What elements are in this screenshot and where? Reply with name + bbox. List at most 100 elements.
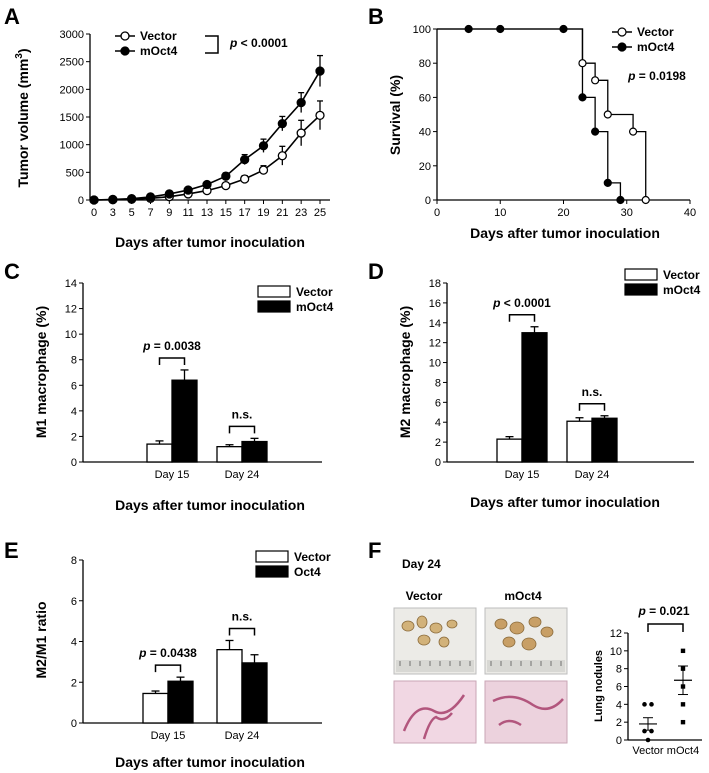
p-value-annotation-p: p <box>492 296 500 310</box>
legend-label: mOct4 <box>637 40 675 54</box>
data-point-vector <box>642 728 647 734</box>
y-tick-label: 100 <box>413 24 431 36</box>
chart-a-tumor-volume: 0 500 1000 1500 2000 2500 3000 0 3 5 7 9 11 13 15 17 19 2… <box>14 29 330 250</box>
legend-marker <box>120 46 130 56</box>
bar-oct4 <box>167 680 194 724</box>
data-point-vector <box>277 151 287 161</box>
p-value-annotation-p: p <box>229 36 237 50</box>
x-tick-label: 3 <box>110 207 116 219</box>
lung-lobe <box>494 618 508 630</box>
histology-photo-vector <box>393 680 477 744</box>
legend-label: mOct4 <box>663 283 701 297</box>
chart-e-m2-m1-ratio: 0 2 4 6 8 Day 15 Day 24 p = 0.0438 n.s. VectorOct… <box>33 550 331 770</box>
x-tick-label: 0 <box>434 207 440 219</box>
panel-label-f: F <box>368 538 381 563</box>
y-axis-title-close: ) <box>15 48 31 53</box>
p-value-annotation-p: p <box>637 604 645 618</box>
lung-lobe <box>502 636 516 648</box>
p-value-annotation-value: < 0.0001 <box>237 36 288 50</box>
bar-moct4 <box>521 332 548 463</box>
significance-bracket <box>228 627 256 636</box>
lung-lobe <box>540 626 554 638</box>
ns-annotation: n.s. <box>232 407 253 421</box>
data-point-vector <box>645 737 651 743</box>
y-tick-label: 8 <box>616 664 622 676</box>
panel-label-b: B <box>368 4 384 29</box>
p-value-annotation-p: p <box>138 646 146 660</box>
data-point-moct4 <box>296 97 306 108</box>
y-tick-label: 1500 <box>60 112 84 124</box>
y-tick-label: 20 <box>419 161 431 173</box>
panel-f-title: Day 24 <box>402 557 441 571</box>
p-value-annotation-value: = 0.0198 <box>635 69 686 83</box>
y-tick-label: 0 <box>435 457 441 469</box>
bar-vector <box>216 446 243 463</box>
chart-b-survival: 0 20 40 60 80 100 0 10 20 30 40 Days after tumor in… <box>387 24 696 241</box>
y-tick-label: 40 <box>419 127 431 139</box>
y-tick-label: 2 <box>616 717 622 729</box>
data-point-vector <box>240 174 250 184</box>
lung-lobe <box>429 622 443 634</box>
significance-bracket <box>205 35 219 54</box>
legend-marker <box>120 31 130 41</box>
lung-lobe <box>446 619 458 629</box>
histology-background <box>484 680 568 744</box>
y-tick-label: 0 <box>71 457 77 469</box>
panel-label-c: C <box>4 259 20 284</box>
x-tick-label: 20 <box>557 207 569 219</box>
survival-point-moct4 <box>591 127 600 136</box>
legend-swatch <box>255 550 289 563</box>
p-value-annotation: p < 0.0001 <box>229 36 288 50</box>
y-tick-label: 8 <box>71 355 77 367</box>
x-tick-label: 11 <box>182 207 193 219</box>
data-point-moct4 <box>89 195 99 205</box>
x-tick-label: 40 <box>684 207 696 219</box>
data-point-moct4 <box>277 118 287 129</box>
data-point-moct4 <box>680 648 686 654</box>
panel-label-e: E <box>4 538 19 563</box>
y-tick-label: 10 <box>429 358 441 370</box>
x-tick-label: 10 <box>494 207 506 219</box>
legend-swatch <box>257 300 291 313</box>
chart-d-m2-macrophage: 0 2 4 6 8 10 12 14 16 18 Day 15 Day 24 p < 0.0001 n.s… <box>397 268 701 510</box>
data-point-vector <box>649 702 654 707</box>
legend-marker <box>617 27 627 37</box>
survival-point-vector <box>591 76 600 85</box>
ns-annotation: n.s. <box>582 385 603 399</box>
lung-lobe <box>438 636 450 648</box>
y-tick-label: 2 <box>71 677 77 689</box>
x-tick-label: 17 <box>239 207 251 219</box>
y-tick-label: 10 <box>65 329 77 341</box>
significance-bracket <box>647 623 684 632</box>
y-tick-label: 60 <box>419 92 431 104</box>
significance-bracket <box>228 425 256 434</box>
histology-photo-moct4 <box>484 680 568 744</box>
x-tick-label: 19 <box>257 207 269 219</box>
lung-lobe <box>417 634 431 646</box>
y-tick-label: 8 <box>71 555 77 567</box>
x-category-label: Vector <box>632 745 664 757</box>
x-tick-label: 21 <box>276 207 288 219</box>
y-axis-title: M2/M1 ratio <box>33 601 49 678</box>
data-point-moct4 <box>680 719 686 725</box>
data-point-moct4 <box>240 154 250 165</box>
bar-vector <box>216 649 243 724</box>
legend-label: Vector <box>294 550 331 564</box>
y-tick-label: 8 <box>435 377 441 389</box>
p-value-annotation-p: p <box>627 69 635 83</box>
survival-point-moct4 <box>496 24 505 34</box>
y-axis-title-sup: 3 <box>14 53 25 59</box>
x-category-label: Day 15 <box>155 469 190 481</box>
legend-label: Vector <box>296 285 333 299</box>
y-tick-label: 2 <box>71 431 77 443</box>
survival-curve-vector <box>437 28 647 200</box>
legend-swatch <box>624 283 658 296</box>
legend-label: Oct4 <box>294 565 321 579</box>
p-value-annotation-value: = 0.021 <box>646 604 690 618</box>
p-value-annotation: p = 0.0438 <box>138 646 197 660</box>
legend-label: Vector <box>637 25 674 39</box>
survival-point-vector <box>578 59 587 68</box>
data-point-vector <box>315 110 325 120</box>
y-tick-label: 6 <box>71 380 77 392</box>
